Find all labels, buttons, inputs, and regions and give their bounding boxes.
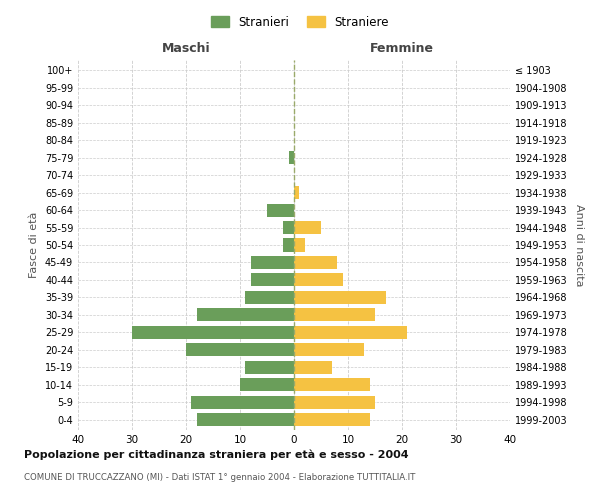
Bar bbox=[240, 378, 294, 391]
Y-axis label: Fasce di età: Fasce di età bbox=[29, 212, 39, 278]
Bar bbox=[294, 256, 337, 269]
Bar bbox=[294, 326, 407, 339]
Text: COMUNE DI TRUCCAZZANO (MI) - Dati ISTAT 1° gennaio 2004 - Elaborazione TUTTITALI: COMUNE DI TRUCCAZZANO (MI) - Dati ISTAT … bbox=[24, 472, 415, 482]
Text: Popolazione per cittadinanza straniera per età e sesso - 2004: Popolazione per cittadinanza straniera p… bbox=[24, 450, 409, 460]
Bar bbox=[294, 360, 332, 374]
Bar bbox=[294, 186, 299, 199]
Bar bbox=[294, 308, 375, 322]
Bar bbox=[294, 413, 370, 426]
Text: Femmine: Femmine bbox=[370, 42, 434, 55]
Text: Maschi: Maschi bbox=[161, 42, 211, 55]
Bar bbox=[251, 274, 294, 286]
Bar bbox=[289, 151, 294, 164]
Bar bbox=[132, 326, 294, 339]
Bar bbox=[191, 396, 294, 408]
Bar bbox=[294, 343, 364, 356]
Bar bbox=[197, 413, 294, 426]
Bar bbox=[197, 308, 294, 322]
Bar bbox=[283, 238, 294, 252]
Bar bbox=[294, 274, 343, 286]
Bar bbox=[251, 256, 294, 269]
Bar bbox=[267, 204, 294, 216]
Legend: Stranieri, Straniere: Stranieri, Straniere bbox=[206, 11, 394, 34]
Bar bbox=[294, 221, 321, 234]
Y-axis label: Anni di nascita: Anni di nascita bbox=[574, 204, 584, 286]
Bar bbox=[294, 396, 375, 408]
Bar bbox=[245, 360, 294, 374]
Bar bbox=[245, 291, 294, 304]
Bar bbox=[283, 221, 294, 234]
Bar bbox=[294, 378, 370, 391]
Bar bbox=[294, 291, 386, 304]
Bar bbox=[294, 238, 305, 252]
Bar bbox=[186, 343, 294, 356]
